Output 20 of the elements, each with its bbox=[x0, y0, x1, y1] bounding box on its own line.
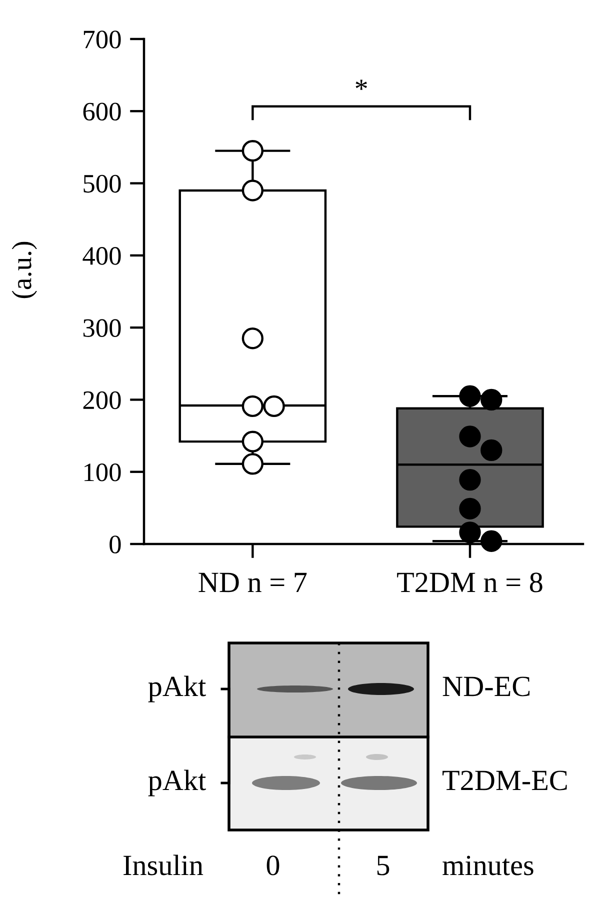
x-tick-label: T2DM n = 8 bbox=[397, 572, 542, 592]
text: minutes bbox=[442, 856, 534, 876]
y-tick-label: 200 bbox=[83, 391, 121, 410]
text: 5 bbox=[377, 856, 390, 876]
annotation: * bbox=[356, 80, 367, 90]
y-tick-label: 0 bbox=[110, 536, 121, 554]
y-tick-label: 500 bbox=[84, 174, 121, 193]
text: ND-EC bbox=[442, 676, 530, 696]
y-tick-label: 300 bbox=[83, 319, 121, 337]
text: pAkt bbox=[148, 770, 206, 796]
text: T2DM-EC bbox=[442, 770, 567, 790]
x-tick-label: ND n = 7 bbox=[198, 572, 307, 592]
y-tick-label: 700 bbox=[84, 30, 121, 48]
text: pAkt bbox=[148, 676, 206, 702]
y-tick-label: 400 bbox=[82, 247, 121, 265]
y-tick-label: 600 bbox=[83, 102, 121, 121]
y-axis-title: (a.u.) bbox=[12, 242, 37, 298]
text: Insulin bbox=[124, 854, 204, 876]
y-tick-label: 100 bbox=[84, 463, 121, 482]
text: 0 bbox=[266, 856, 280, 876]
